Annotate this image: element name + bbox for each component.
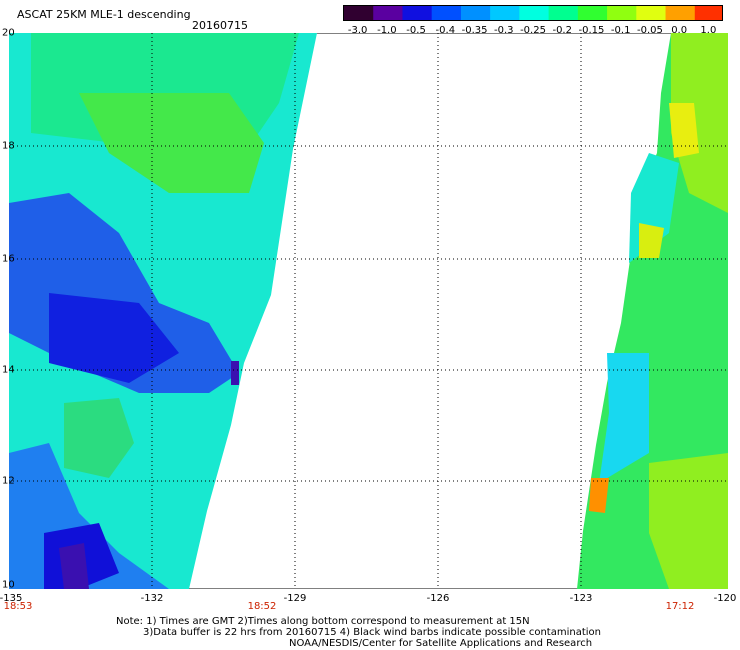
time-label: 18:53 [3, 601, 33, 612]
colorbar-swatch [460, 6, 491, 20]
lat-label: 12 [2, 475, 15, 487]
left-swath [9, 33, 317, 589]
colorbar-tick-label: -3.0 [347, 25, 368, 36]
colorbar [343, 5, 723, 21]
note-line-2: 3)Data buffer is 22 hrs from 20160715 4)… [143, 627, 601, 638]
colorbar-swatch [665, 6, 696, 20]
time-label: 17:12 [665, 601, 695, 612]
colorbar-swatch [519, 6, 550, 20]
lat-label: 18 [2, 140, 15, 152]
map-date: 20160715 [192, 19, 248, 32]
colorbar-swatch [694, 6, 722, 20]
colorbar-swatch [373, 6, 403, 20]
swath-map [9, 33, 728, 589]
colorbar-tick-label: -0.2 [552, 25, 572, 36]
colorbar-swatch [548, 6, 579, 20]
colorbar-tick-label: 0.0 [671, 25, 688, 36]
colorbar-swatch [577, 6, 608, 20]
lat-label: 20 [2, 27, 15, 39]
colorbar-swatch [344, 6, 374, 20]
lon-label: -132 [140, 593, 164, 604]
colorbar-tick-label: -0.5 [406, 25, 426, 36]
colorbar-tick-label: -0.1 [610, 25, 631, 36]
lat-label: 14 [2, 364, 15, 376]
lon-label: -120 [713, 593, 737, 604]
lon-label: -123 [569, 593, 593, 604]
colorbar-tick-label: -0.4 [435, 25, 456, 36]
colorbar-swatch [490, 6, 520, 20]
lon-label: -129 [283, 593, 307, 604]
lat-label: 16 [2, 253, 15, 265]
colorbar-tick-label: 1.0 [700, 25, 717, 36]
colorbar-tick-label: -1.0 [377, 25, 397, 36]
note-line-1: Note: 1) Times are GMT 2)Times along bot… [116, 616, 530, 627]
colorbar-tick-label: -0.05 [636, 25, 663, 36]
lat-label: 10 [2, 579, 15, 591]
time-label: 18:52 [247, 601, 277, 612]
lon-label: -126 [426, 593, 450, 604]
colorbar-swatch [402, 6, 433, 20]
colorbar-tick-label: -0.3 [494, 25, 514, 36]
colorbar-tick-label: -0.35 [461, 25, 488, 36]
colorbar-tick-label: -0.25 [520, 25, 546, 36]
colorbar-swatch [636, 6, 667, 20]
map-title: ASCAT 25KM MLE-1 descending [17, 8, 191, 21]
colorbar-tick-label: -0.15 [578, 25, 605, 36]
right-swath [577, 33, 728, 589]
lon-label: -135 [0, 593, 23, 604]
colorbar-swatch [607, 6, 637, 20]
colorbar-swatch [431, 6, 462, 20]
note-line-3: NOAA/NESDIS/Center for Satellite Applica… [289, 638, 593, 649]
